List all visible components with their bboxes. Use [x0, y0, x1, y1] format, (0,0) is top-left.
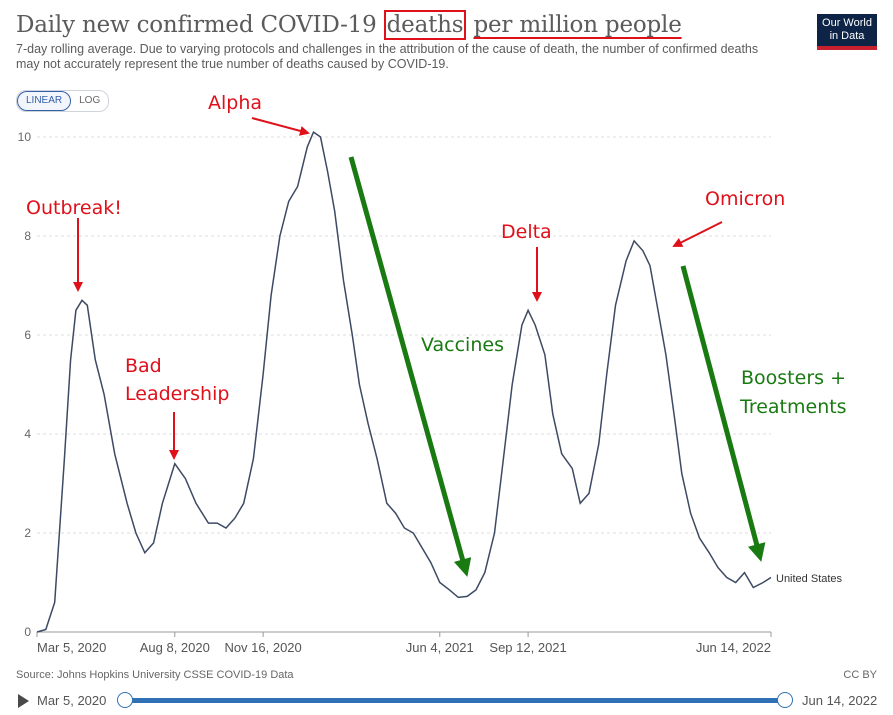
x-tick-label: Sep 12, 2021 [489, 640, 566, 655]
timeline: Mar 5, 2020 Jun 14, 2022 [0, 688, 893, 712]
scale-toggle[interactable]: LINEAR LOG [16, 90, 110, 112]
series-line-united-states [36, 130, 772, 633]
annotation-boosters-line1: Boosters + [741, 367, 846, 389]
title-text-before: Daily new confirmed COVID-19 [16, 12, 377, 38]
logo-line-2: in Data [829, 30, 865, 42]
play-icon[interactable] [18, 694, 29, 708]
y-tick-label: 6 [24, 328, 31, 342]
log-scale-button[interactable]: LOG [79, 95, 101, 106]
series-label-united-states: United States [776, 573, 843, 585]
license-link[interactable]: CC BY [843, 669, 877, 681]
annotation-omicron: Omicron [705, 188, 785, 210]
chart-subtitle: 7-day rolling average. Due to varying pr… [16, 42, 759, 71]
arrow-omicron [672, 221, 723, 247]
y-tick-label: 0 [24, 625, 31, 639]
x-tick-label: Mar 5, 2020 [37, 640, 106, 655]
annotation-vaccines: Vaccines [421, 334, 504, 356]
owid-logo[interactable]: Our World in Data [817, 14, 877, 50]
timeline-start-handle[interactable] [117, 692, 133, 708]
annotation-outbreak: Outbreak! [26, 197, 122, 219]
annotation-alpha: Alpha [208, 92, 262, 114]
annotation-bad-leadership-line2: Leadership [125, 383, 229, 405]
x-tick-label: Jun 14, 2022 [696, 640, 771, 655]
title-highlight-deaths: deaths [383, 10, 467, 40]
annotation-bad-leadership-line1: Bad [125, 355, 162, 377]
linear-scale-button[interactable]: LINEAR [17, 91, 72, 111]
chart-title: Daily new confirmed COVID-19 deaths per … [16, 10, 682, 40]
x-axis: Mar 5, 2020 Aug 8, 2020 Nov 16, 2020 Jun 4,… [36, 632, 772, 655]
source-note[interactable]: Source: Johns Hopkins University CSSE CO… [16, 669, 294, 681]
x-tick-label: Nov 16, 2020 [224, 640, 301, 655]
y-tick-label: 2 [24, 526, 31, 540]
logo-line-1: Our World [822, 17, 872, 29]
annotation-delta: Delta [501, 221, 552, 243]
annotation-boosters-line2: Treatments [739, 396, 847, 418]
x-tick-label: Jun 4, 2021 [406, 640, 474, 655]
y-tick-label: 4 [24, 427, 31, 441]
title-text-after: per million people [473, 12, 682, 38]
timeline-end-label: Jun 14, 2022 [802, 693, 878, 708]
arrow-alpha [251, 117, 310, 136]
timeline-end-handle[interactable] [777, 692, 793, 708]
arrow-vaccines [348, 156, 472, 577]
x-tick-label: Aug 8, 2020 [140, 640, 210, 655]
arrow-boosters [680, 265, 766, 562]
timeline-start-label: Mar 5, 2020 [37, 693, 107, 708]
line-chart: 0 2 4 6 8 10 Mar 5, 2020 Aug 8, 2020 Nov 16, 20… [18, 92, 847, 655]
timeline-track[interactable] [124, 698, 786, 703]
y-tick-label: 8 [24, 229, 31, 243]
y-tick-label: 10 [18, 130, 32, 144]
chart-grid: 0 2 4 6 8 10 [18, 130, 771, 639]
